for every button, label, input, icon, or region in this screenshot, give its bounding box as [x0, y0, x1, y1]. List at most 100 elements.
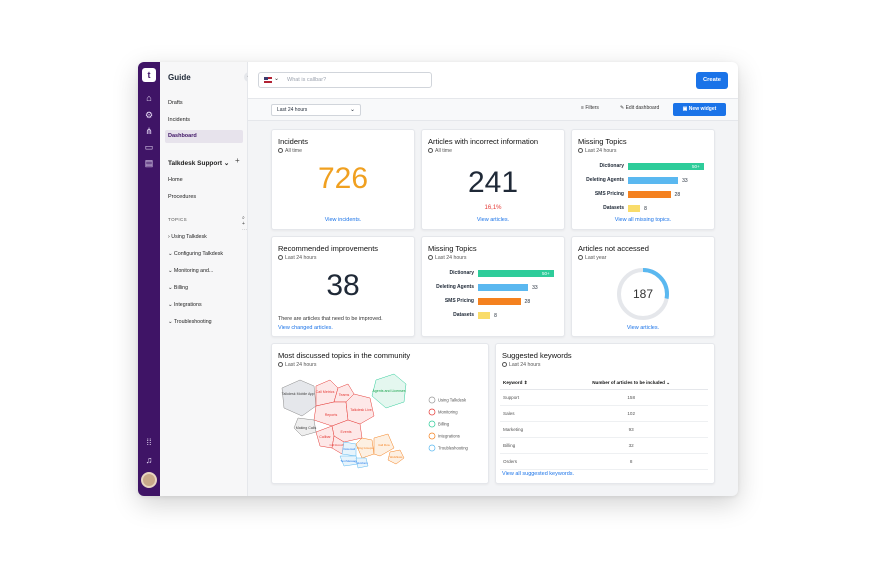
view-incidents-link[interactable]: View incidents. — [324, 217, 362, 223]
new-widget-button[interactable]: ▣ New widget — [673, 103, 726, 116]
donut-chart: 187 — [617, 268, 669, 320]
topic-label: Troubleshooting — [173, 319, 212, 325]
topic-configuring-talkdesk[interactable]: ⌄ Configuring Talkdesk — [168, 251, 223, 257]
col-keyword[interactable]: Keyword ⇕ — [500, 377, 555, 390]
card-title: Articles not accessed — [578, 244, 649, 253]
search-input[interactable]: ⌄ What is callbar? — [258, 72, 432, 88]
topic-label: Monitoring and... — [173, 268, 214, 274]
card-title: Recommended improvements — [278, 244, 379, 253]
filter-icon: ≡ — [581, 105, 584, 111]
topics-actions-icon[interactable]: ⌕ + ⋯ — [242, 215, 248, 233]
keyword-cell: Support — [500, 389, 555, 406]
table-row[interactable]: Marketing 93 — [500, 421, 708, 438]
filters-button[interactable]: ≡ Filters — [581, 105, 599, 111]
keyword-cell: Sales — [500, 405, 555, 422]
bar-dictionary[interactable] — [478, 270, 554, 277]
inbox-icon[interactable]: ▭ — [144, 142, 154, 152]
time-range-value: Last 24 hours — [277, 107, 308, 113]
incidents-card: Incidents All time 726 View incidents. — [271, 129, 415, 230]
chevron-down-icon[interactable]: ⌄ — [274, 76, 280, 82]
topics-header: TOPICS — [168, 217, 188, 222]
recommended-note: There are articles that need to be impro… — [278, 316, 383, 322]
bar-deleting-agents[interactable] — [478, 284, 529, 291]
add-section-icon[interactable]: + — [235, 156, 240, 165]
table-row[interactable]: Support 158 — [500, 389, 708, 406]
view-changed-articles-link[interactable]: View changed articles. — [278, 325, 333, 331]
bar-dictionary[interactable] — [628, 163, 704, 170]
card-title: Incidents — [278, 137, 309, 146]
talkdesk-logo[interactable]: t — [142, 68, 156, 82]
bar-category-label: SMS Pricing — [594, 191, 624, 197]
bar-datasets[interactable] — [478, 312, 491, 319]
share-icon[interactable]: ⋔ — [145, 126, 153, 136]
cell-label: Agents and Licenses — [372, 389, 406, 393]
bar-deleting-agents[interactable] — [628, 177, 679, 184]
legend-label: Troubleshooting — [438, 446, 469, 451]
table-row[interactable]: Orders 8 — [500, 453, 708, 470]
bar-datasets[interactable] — [628, 205, 641, 212]
cell-call-flow[interactable] — [373, 433, 395, 457]
bell-icon[interactable]: ♫ — [145, 455, 153, 465]
bar-value-label: 28 — [674, 192, 681, 198]
sidebar-item-drafts[interactable]: Drafts — [168, 100, 183, 106]
table-header-row: Keyword ⇕ Number of articles to be inclu… — [500, 377, 708, 390]
legend-dot-monitoring — [428, 408, 436, 416]
cell-label: Events — [341, 430, 352, 434]
col-articles[interactable]: Number of articles to be included ⌄ — [554, 377, 708, 390]
sidebar-item-procedures[interactable]: Procedures — [168, 194, 197, 200]
bar-category-label: Dictionary — [449, 270, 474, 276]
section-talkdesk-support[interactable]: Talkdesk Support ⌄ — [168, 159, 229, 167]
table-row[interactable]: Sales 102 — [500, 405, 708, 422]
cell-label: Ring Groups — [357, 446, 373, 450]
us-flag-icon[interactable] — [264, 77, 272, 83]
clock-icon — [428, 148, 433, 153]
count-cell: 102 — [554, 405, 708, 422]
bar-sms-pricing[interactable] — [478, 298, 521, 305]
col-label: Number of articles to be included — [592, 379, 665, 385]
table-row[interactable]: Billing 32 — [500, 437, 708, 454]
bar-value-label: 28 — [524, 299, 531, 305]
bar-category-label: Deleting Agents — [436, 284, 474, 290]
topic-using-talkdesk[interactable]: › Using Talkdesk — [168, 234, 207, 240]
cell-workflows[interactable] — [387, 449, 405, 465]
apps-grid-icon[interactable]: ⁞⁞ — [146, 437, 152, 447]
topic-billing[interactable]: ⌄ Billing — [168, 285, 189, 291]
view-missing-topics-link[interactable]: View all missing topics. — [614, 217, 672, 223]
card-subtitle: Last 24 hours — [578, 148, 616, 154]
topic-label: Using Talkdesk — [171, 234, 207, 240]
view-articles-link[interactable]: View articles. — [626, 325, 660, 331]
topic-integrations[interactable]: ⌄ Integrations — [168, 302, 202, 308]
sidebar-item-home[interactable]: Home — [168, 177, 183, 183]
time-range-select[interactable]: Last 24 hours ⌄ — [271, 104, 361, 116]
home-icon[interactable]: ⌂ — [146, 93, 152, 103]
bar-category-label: Datasets — [603, 205, 624, 211]
book-icon[interactable]: ▤ — [144, 158, 154, 168]
cell-ring-groups[interactable] — [355, 437, 375, 459]
edit-dashboard-button[interactable]: ✎ Edit dashboard — [620, 105, 659, 111]
cell-mobile-app[interactable] — [281, 379, 317, 417]
period-label: Last 24 hours — [509, 362, 541, 368]
clock-icon — [278, 255, 283, 260]
sidebar-item-dashboard[interactable]: Dashboard — [165, 130, 243, 143]
keyword-cell: Orders — [500, 453, 555, 470]
sort-icon: ⌄ — [666, 379, 671, 385]
bar-value-label: 33 — [682, 178, 688, 184]
period-label: Last 24 hours — [285, 255, 317, 261]
topic-troubleshooting[interactable]: ⌄ Troubleshooting — [168, 319, 212, 325]
topic-monitoring[interactable]: ⌄ Monitoring and... — [168, 268, 214, 274]
incorrect-count: 241 — [467, 166, 519, 199]
cell-making-calls[interactable] — [293, 417, 317, 437]
view-articles-link[interactable]: View articles. — [476, 217, 510, 223]
bar-category-label: Datasets — [453, 312, 474, 318]
sidebar-item-incidents[interactable]: Incidents — [168, 117, 191, 123]
gear-icon[interactable]: ⚙ — [144, 110, 154, 120]
period-label: Last year — [585, 255, 607, 261]
create-button[interactable]: Create — [696, 72, 728, 89]
avatar[interactable] — [141, 472, 157, 488]
cell-agents-licenses[interactable] — [371, 373, 407, 409]
bar-sms-pricing[interactable] — [628, 191, 671, 198]
card-subtitle: All time — [428, 148, 452, 154]
view-suggested-keywords-link[interactable]: View all suggested keywords. — [502, 471, 575, 477]
cell-numbers[interactable] — [355, 457, 369, 469]
incidents-count: 726 — [317, 162, 369, 195]
